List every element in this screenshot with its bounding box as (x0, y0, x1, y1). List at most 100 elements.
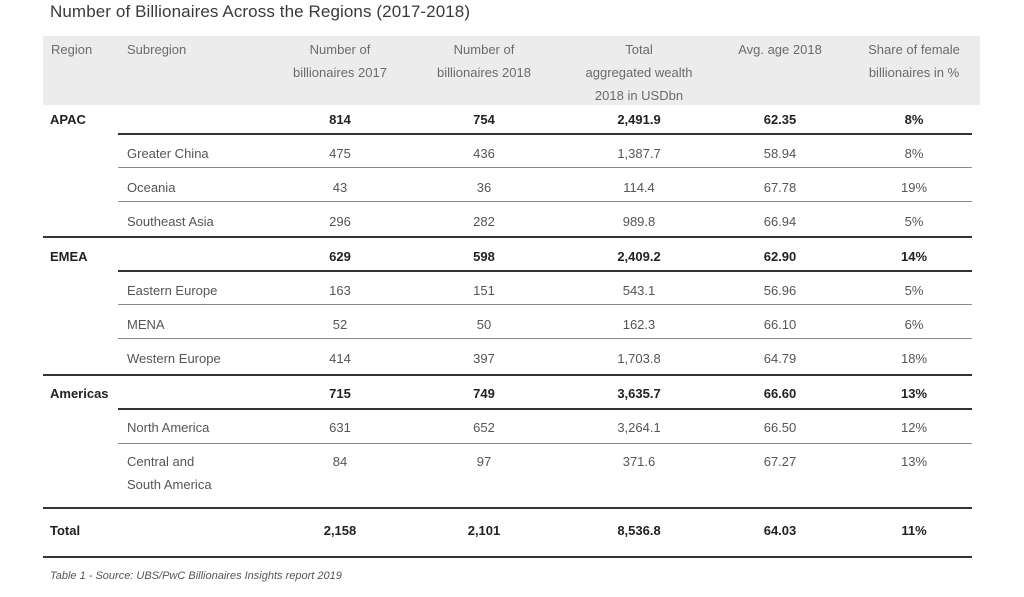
b2017-cell: 631 (329, 420, 351, 435)
b2018-cell: 754 (473, 112, 495, 127)
age-cell: 56.96 (763, 283, 797, 298)
age-cell: 58.94 (763, 146, 797, 161)
b2018-cell: 652 (473, 420, 495, 435)
b2018-cell: 282 (473, 214, 495, 229)
subregion-cell: Western Europe (127, 351, 221, 366)
header-billionaires-2017-line2: billionaires 2017 (293, 65, 387, 80)
row-divider (118, 304, 972, 305)
header-total-wealth-line2: aggregated wealth (585, 65, 693, 80)
wealth-cell: 989.8 (622, 214, 656, 229)
b2018-cell: 97 (476, 454, 492, 469)
wealth-cell: 114.4 (623, 180, 655, 195)
b2017-cell: 414 (329, 351, 351, 366)
b2017-cell: 296 (329, 214, 351, 229)
wealth-cell: 543.1 (622, 283, 656, 298)
b2017-cell: 52 (332, 317, 348, 332)
subregion-cell-line: Central and (127, 454, 195, 469)
age-cell: 64.03 (763, 523, 797, 538)
female-cell: 5% (904, 283, 924, 298)
row-divider (43, 236, 972, 238)
age-cell: 67.78 (763, 180, 797, 195)
female-cell: 13% (900, 386, 928, 401)
subregion-cell: MENA (127, 317, 165, 332)
wealth-cell: 3,635.7 (617, 386, 661, 401)
header-billionaires-2018-line1: Number of (453, 42, 515, 57)
age-cell: 66.94 (763, 214, 797, 229)
wealth-cell: 371.6 (622, 454, 656, 469)
age-cell: 62.35 (763, 112, 797, 127)
table-title: Number of Billionaires Across the Region… (50, 2, 471, 21)
row-divider (43, 556, 972, 558)
region-cell: Americas (50, 386, 109, 401)
female-cell: 5% (904, 214, 924, 229)
female-cell: 6% (904, 317, 924, 332)
female-cell: 18% (900, 351, 928, 366)
wealth-cell: 1,703.8 (617, 351, 661, 366)
header-total-wealth: Total aggregated wealth 2018 in USDbn (564, 38, 714, 107)
female-cell: 19% (900, 180, 928, 195)
b2018-cell: 2,101 (467, 523, 501, 538)
b2017-cell: 2,158 (323, 523, 357, 538)
b2017-cell: 629 (329, 249, 351, 264)
age-cell: 62.90 (763, 249, 797, 264)
age-cell: 66.50 (763, 420, 797, 435)
header-region: Region (51, 42, 93, 57)
wealth-cell: 3,264.1 (617, 420, 661, 435)
female-cell: 12% (900, 420, 928, 435)
female-cell: 14% (900, 249, 928, 264)
row-divider (43, 507, 972, 509)
header-avg-age: Avg. age 2018 (738, 42, 822, 57)
b2017-cell: 43 (332, 180, 348, 195)
row-divider (118, 201, 972, 202)
subregion-cell: Oceania (127, 180, 176, 195)
wealth-cell: 162.3 (622, 317, 656, 332)
subregion-cell: Greater China (127, 146, 209, 161)
female-cell: 13% (900, 454, 928, 469)
age-cell: 67.27 (763, 454, 797, 469)
wealth-cell: 2,409.2 (617, 249, 661, 264)
b2018-cell: 749 (473, 386, 495, 401)
row-divider (43, 374, 972, 376)
b2017-cell: 715 (329, 386, 351, 401)
region-cell: APAC (50, 112, 86, 127)
row-divider (118, 270, 972, 272)
b2017-cell: 814 (329, 112, 351, 127)
subregion-cell: Central and South America (127, 450, 212, 496)
b2018-cell: 50 (476, 317, 492, 332)
age-cell: 66.10 (763, 317, 797, 332)
row-divider (118, 408, 972, 410)
b2018-cell: 397 (473, 351, 495, 366)
header-female-share-line2: billionaires in % (868, 65, 960, 80)
b2018-cell: 598 (473, 249, 495, 264)
subregion-cell: Southeast Asia (127, 214, 214, 229)
header-total-wealth-line1: Total (625, 42, 653, 57)
wealth-cell: 1,387.7 (617, 146, 661, 161)
row-divider (118, 167, 972, 168)
table-header (43, 36, 980, 105)
header-total-wealth-line3: 2018 in USDbn (594, 88, 684, 103)
wealth-cell: 2,491.9 (617, 112, 661, 127)
b2018-cell: 436 (473, 146, 495, 161)
row-divider (118, 338, 972, 339)
age-cell: 66.60 (763, 386, 797, 401)
subregion-cell: North America (127, 420, 210, 435)
region-cell: EMEA (50, 249, 88, 264)
female-cell: 8% (904, 112, 924, 127)
row-divider (118, 133, 972, 135)
b2017-cell: 163 (329, 283, 351, 298)
female-cell: 8% (904, 146, 924, 161)
header-female-share-line1: Share of female (868, 42, 960, 57)
header-female-share: Share of female billionaires in % (849, 38, 979, 84)
b2017-cell: 475 (329, 146, 351, 161)
b2017-cell: 84 (332, 454, 348, 469)
age-cell: 64.79 (763, 351, 797, 366)
b2018-cell: 151 (473, 283, 495, 298)
row-divider (118, 443, 972, 444)
subregion-cell-line: South America (127, 477, 212, 492)
header-subregion: Subregion (127, 42, 187, 57)
header-billionaires-2018-line2: billionaires 2018 (437, 65, 531, 80)
wealth-cell: 8,536.8 (617, 523, 661, 538)
region-cell: Total (50, 523, 81, 538)
header-billionaires-2017-line1: Number of (309, 42, 371, 57)
female-cell: 11% (901, 523, 927, 538)
